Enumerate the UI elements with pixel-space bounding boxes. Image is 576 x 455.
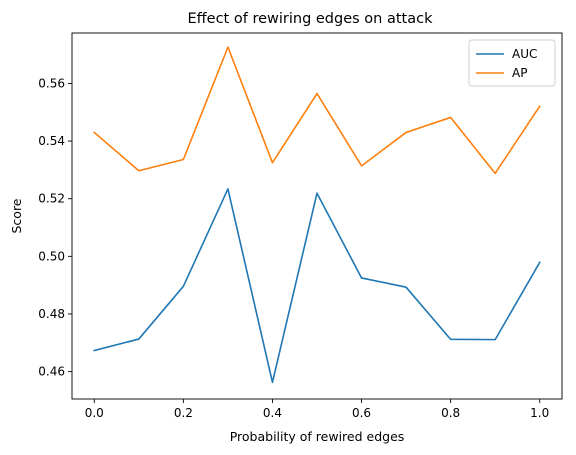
x-tick-label: 1.0 xyxy=(530,406,549,420)
series-layer xyxy=(93,46,541,384)
x-tick-label: 0.6 xyxy=(352,406,371,420)
y-tick-label: 0.56 xyxy=(38,76,65,90)
y-tick-label: 0.54 xyxy=(38,134,65,148)
chart-title: Effect of rewiring edges on attack xyxy=(188,11,434,27)
y-tick-label: 0.46 xyxy=(38,365,65,379)
y-tick-label: 0.52 xyxy=(38,192,65,206)
x-tick-label: 0.0 xyxy=(85,406,104,420)
legend-label-auc: AUC xyxy=(512,47,537,61)
plot-frame xyxy=(71,32,563,400)
x-axis-label: Probability of rewired edges xyxy=(230,429,405,444)
series-line-ap xyxy=(93,46,541,175)
legend: AUC AP xyxy=(468,39,556,87)
y-tick-label: 0.48 xyxy=(38,307,65,321)
y-axis: 0.46 0.48 0.50 0.52 0.54 0.56 xyxy=(38,76,72,379)
x-tick-label: 0.8 xyxy=(441,406,460,420)
legend-label-ap: AP xyxy=(512,66,527,80)
legend-box xyxy=(468,39,556,87)
x-axis: 0.0 0.2 0.4 0.6 0.8 1.0 xyxy=(85,399,549,420)
y-tick-label: 0.50 xyxy=(38,249,65,263)
series-line-auc xyxy=(93,188,541,384)
x-tick-label: 0.4 xyxy=(263,406,282,420)
x-tick-label: 0.2 xyxy=(174,406,193,420)
y-axis-label: Score xyxy=(9,198,24,233)
